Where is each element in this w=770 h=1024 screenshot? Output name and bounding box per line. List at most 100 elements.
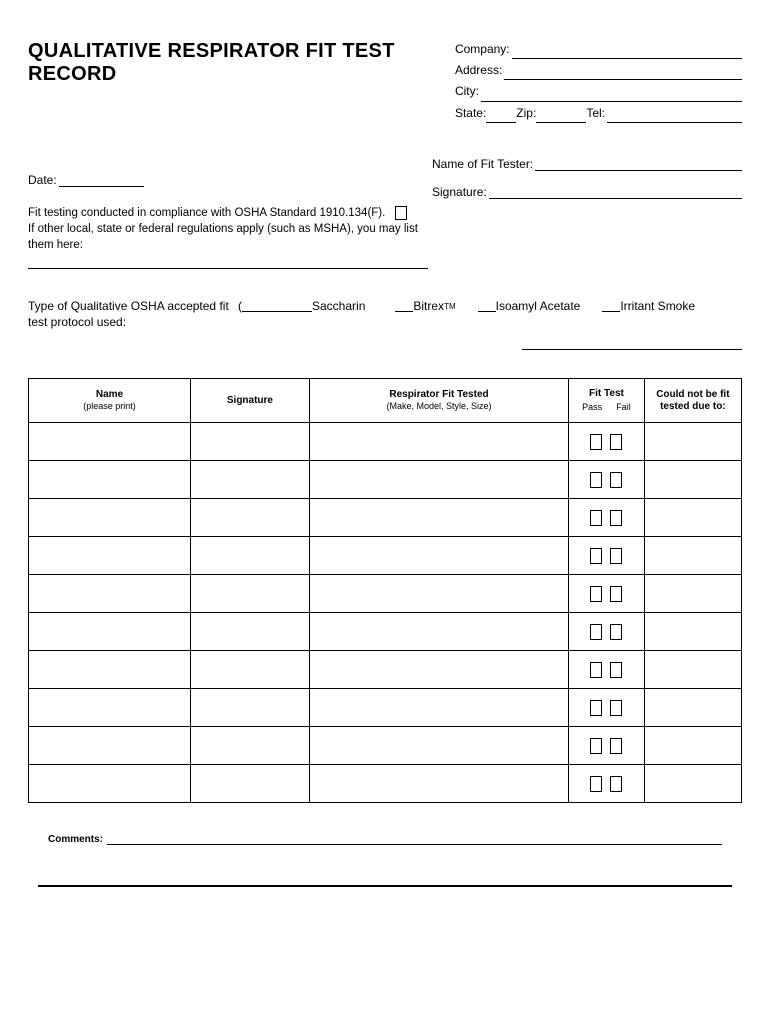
cell-name[interactable] xyxy=(29,689,191,727)
pass-checkbox[interactable] xyxy=(590,662,602,678)
cell-name[interactable] xyxy=(29,765,191,803)
protocol-blank-line[interactable] xyxy=(242,300,312,312)
cell-could-not[interactable] xyxy=(644,499,741,537)
extra-underline xyxy=(522,348,742,350)
fail-checkbox[interactable] xyxy=(610,548,622,564)
cell-respirator[interactable] xyxy=(309,651,568,689)
cell-signature[interactable] xyxy=(191,765,310,803)
saccharin-option: Saccharin xyxy=(312,299,365,313)
comments-label: Comments: xyxy=(48,834,103,845)
cell-name[interactable] xyxy=(29,461,191,499)
cell-respirator[interactable] xyxy=(309,613,568,651)
cell-signature[interactable] xyxy=(191,575,310,613)
tel-label: Tel: xyxy=(586,104,605,123)
fail-checkbox[interactable] xyxy=(610,586,622,602)
pass-checkbox[interactable] xyxy=(590,624,602,640)
cell-could-not[interactable] xyxy=(644,423,741,461)
cell-fit-test xyxy=(569,461,645,499)
tel-input-line[interactable] xyxy=(607,109,742,123)
fail-checkbox[interactable] xyxy=(610,662,622,678)
pass-checkbox[interactable] xyxy=(590,548,602,564)
cell-signature[interactable] xyxy=(191,727,310,765)
cell-fit-test xyxy=(569,765,645,803)
date-label: Date: xyxy=(28,173,57,187)
cell-name[interactable] xyxy=(29,499,191,537)
cell-signature[interactable] xyxy=(191,461,310,499)
address-input-line[interactable] xyxy=(504,66,742,80)
table-row xyxy=(29,689,742,727)
cell-signature[interactable] xyxy=(191,689,310,727)
cell-signature[interactable] xyxy=(191,423,310,461)
cell-could-not[interactable] xyxy=(644,461,741,499)
state-input-line[interactable] xyxy=(486,109,516,123)
date-input-line[interactable] xyxy=(59,173,144,187)
tester-signature-input-line[interactable] xyxy=(489,185,742,199)
isoamyl-option: Isoamyl Acetate xyxy=(496,299,581,313)
cell-name[interactable] xyxy=(29,575,191,613)
fail-checkbox[interactable] xyxy=(610,472,622,488)
cell-name[interactable] xyxy=(29,423,191,461)
fail-checkbox[interactable] xyxy=(610,434,622,450)
table-row xyxy=(29,575,742,613)
fail-checkbox[interactable] xyxy=(610,776,622,792)
table-row xyxy=(29,423,742,461)
table-row xyxy=(29,537,742,575)
address-label: Address: xyxy=(455,61,502,80)
cell-could-not[interactable] xyxy=(644,537,741,575)
cell-respirator[interactable] xyxy=(309,461,568,499)
tester-name-input-line[interactable] xyxy=(535,157,742,171)
pass-checkbox[interactable] xyxy=(590,510,602,526)
cell-signature[interactable] xyxy=(191,499,310,537)
compliance-text: Fit testing conducted in compliance with… xyxy=(28,207,385,219)
fail-checkbox[interactable] xyxy=(610,624,622,640)
cell-name[interactable] xyxy=(29,727,191,765)
irritant-check-line[interactable] xyxy=(602,300,620,312)
regulations-text: If other local, state or federal regulat… xyxy=(28,223,418,251)
city-label: City: xyxy=(455,82,479,101)
compliance-checkbox[interactable] xyxy=(395,206,407,220)
header-could-not: Could not be fit tested due to: xyxy=(644,379,741,423)
cell-could-not[interactable] xyxy=(644,613,741,651)
zip-input-line[interactable] xyxy=(536,109,586,123)
pass-checkbox[interactable] xyxy=(590,738,602,754)
cell-name[interactable] xyxy=(29,651,191,689)
pass-checkbox[interactable] xyxy=(590,586,602,602)
company-info-block: Company: Address: City: State: Zip: Tel: xyxy=(455,40,742,125)
cell-fit-test xyxy=(569,423,645,461)
city-input-line[interactable] xyxy=(481,88,742,102)
fail-checkbox[interactable] xyxy=(610,738,622,754)
cell-respirator[interactable] xyxy=(309,499,568,537)
header-respirator: Respirator Fit Tested (Make, Model, Styl… xyxy=(309,379,568,423)
cell-could-not[interactable] xyxy=(644,727,741,765)
company-label: Company: xyxy=(455,40,510,59)
pass-checkbox[interactable] xyxy=(590,434,602,450)
cell-signature[interactable] xyxy=(191,613,310,651)
protocol-options: ( Saccharin BitrexTM Isoamyl Acetate Irr… xyxy=(238,299,742,313)
pass-checkbox[interactable] xyxy=(590,472,602,488)
isoamyl-check-line[interactable] xyxy=(478,300,496,312)
cell-name[interactable] xyxy=(29,537,191,575)
cell-signature[interactable] xyxy=(191,651,310,689)
cell-name[interactable] xyxy=(29,613,191,651)
company-input-line[interactable] xyxy=(512,45,742,59)
bitrex-check-line[interactable] xyxy=(395,300,413,312)
regulations-input-line[interactable] xyxy=(28,255,428,269)
cell-could-not[interactable] xyxy=(644,689,741,727)
cell-could-not[interactable] xyxy=(644,765,741,803)
comments-input-line[interactable] xyxy=(107,833,722,845)
cell-respirator[interactable] xyxy=(309,765,568,803)
cell-could-not[interactable] xyxy=(644,575,741,613)
cell-signature[interactable] xyxy=(191,537,310,575)
fail-checkbox[interactable] xyxy=(610,510,622,526)
cell-could-not[interactable] xyxy=(644,651,741,689)
cell-respirator[interactable] xyxy=(309,575,568,613)
cell-respirator[interactable] xyxy=(309,689,568,727)
cell-respirator[interactable] xyxy=(309,727,568,765)
cell-fit-test xyxy=(569,499,645,537)
cell-respirator[interactable] xyxy=(309,423,568,461)
fail-checkbox[interactable] xyxy=(610,700,622,716)
pass-checkbox[interactable] xyxy=(590,776,602,792)
cell-fit-test xyxy=(569,727,645,765)
cell-respirator[interactable] xyxy=(309,537,568,575)
pass-checkbox[interactable] xyxy=(590,700,602,716)
